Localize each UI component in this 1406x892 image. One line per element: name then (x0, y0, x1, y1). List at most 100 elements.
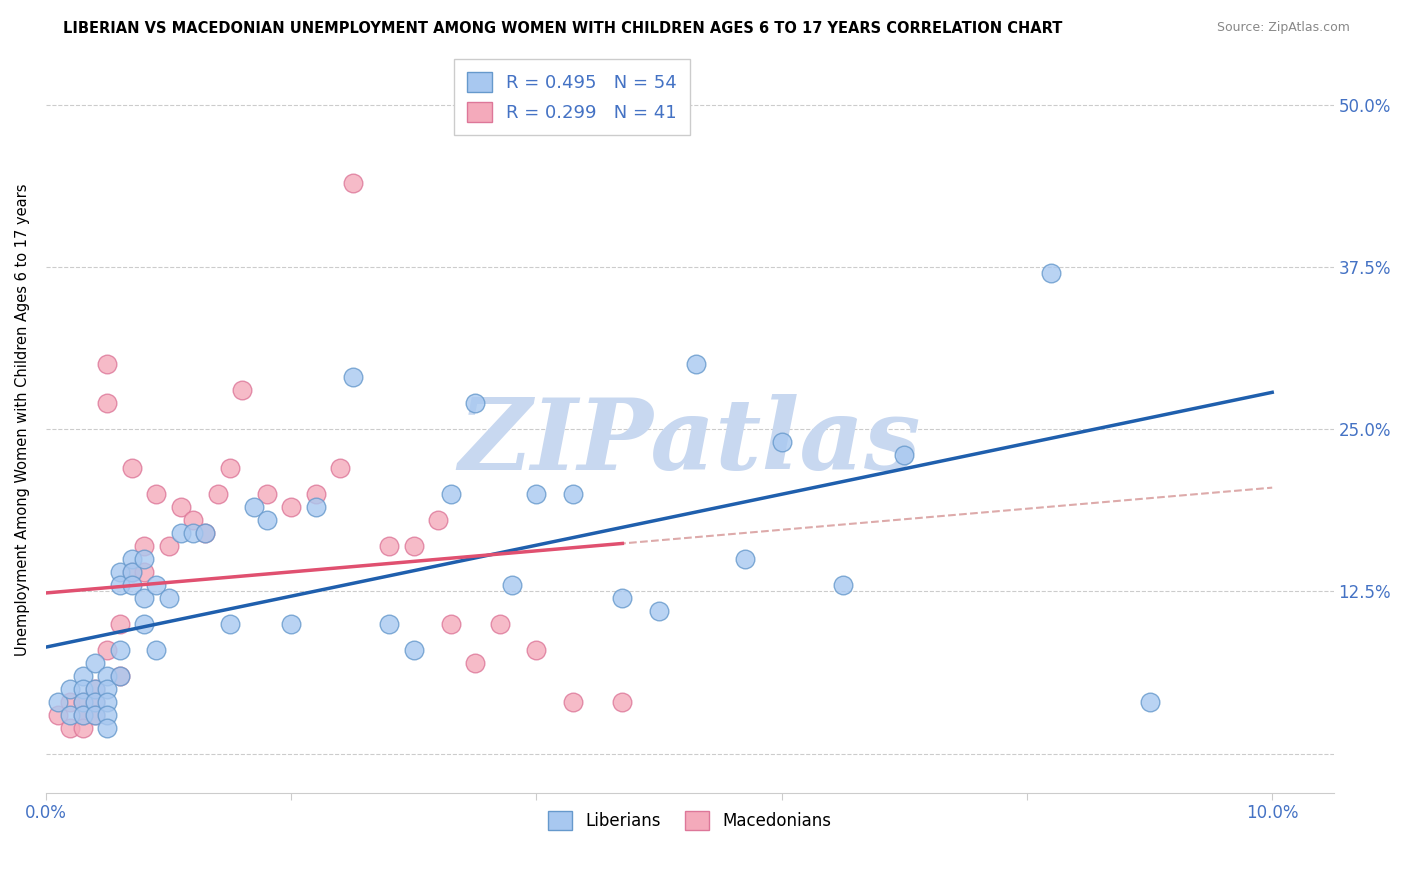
Point (526, 487, 548, 501)
Point (72, 707, 94, 722)
Point (132, 591, 155, 605)
Point (96, 669, 118, 683)
Point (440, 487, 463, 501)
Point (157, 539, 180, 553)
Point (1139, 695, 1161, 709)
Text: LIBERIAN VS MACEDONIAN UNEMPLOYMENT AMONG WOMEN WITH CHILDREN AGES 6 TO 17 YEARS: LIBERIAN VS MACEDONIAN UNEMPLOYMENT AMON… (63, 21, 1063, 36)
Point (562, 487, 585, 501)
Point (96, 643, 118, 657)
Point (72, 707, 94, 722)
Point (108, 578, 131, 592)
Point (832, 578, 855, 592)
Point (132, 565, 155, 579)
Point (72, 695, 94, 709)
Point (181, 513, 204, 527)
Point (132, 552, 155, 566)
Point (562, 695, 585, 709)
Point (181, 526, 204, 541)
Point (464, 396, 486, 410)
Point (132, 539, 155, 553)
Point (329, 461, 352, 475)
Point (84, 656, 107, 670)
Point (305, 487, 328, 501)
Point (378, 539, 401, 553)
Point (108, 565, 131, 579)
Point (84, 681, 107, 696)
Point (427, 513, 450, 527)
Point (96, 681, 118, 696)
Point (96, 357, 118, 371)
Point (402, 539, 425, 553)
Point (59, 695, 82, 709)
Point (121, 578, 143, 592)
Point (342, 176, 364, 190)
Point (194, 526, 217, 541)
Point (145, 487, 167, 501)
Point (770, 435, 793, 450)
Point (207, 487, 229, 501)
Point (488, 616, 510, 631)
Point (121, 565, 143, 579)
Point (648, 604, 671, 618)
Point (402, 643, 425, 657)
Point (501, 578, 523, 592)
Point (145, 578, 167, 592)
Point (84, 681, 107, 696)
Point (59, 707, 82, 722)
Point (170, 526, 193, 541)
Point (1040, 266, 1063, 280)
Point (46, 707, 69, 722)
Point (440, 616, 463, 631)
Point (121, 461, 143, 475)
Point (342, 370, 364, 384)
Point (72, 721, 94, 735)
Point (72, 669, 94, 683)
Point (59, 681, 82, 696)
Point (685, 357, 707, 371)
Point (96, 695, 118, 709)
Point (157, 591, 180, 605)
Point (72, 707, 94, 722)
Point (219, 616, 242, 631)
Point (194, 526, 217, 541)
Point (108, 669, 131, 683)
Point (84, 707, 107, 722)
Point (46, 695, 69, 709)
Point (96, 707, 118, 722)
Y-axis label: Unemployment Among Women with Children Ages 6 to 17 years: Unemployment Among Women with Children A… (15, 183, 30, 656)
Point (256, 513, 278, 527)
Point (170, 500, 193, 514)
Point (84, 707, 107, 722)
Point (378, 616, 401, 631)
Point (145, 643, 167, 657)
Point (121, 565, 143, 579)
Point (280, 500, 302, 514)
Point (84, 695, 107, 709)
Text: ZIPatlas: ZIPatlas (458, 393, 921, 490)
Point (305, 500, 328, 514)
Point (72, 695, 94, 709)
Point (734, 552, 756, 566)
Point (121, 552, 143, 566)
Point (280, 616, 302, 631)
Point (612, 695, 634, 709)
Point (132, 616, 155, 631)
Legend: Liberians, Macedonians: Liberians, Macedonians (541, 804, 838, 837)
Point (108, 643, 131, 657)
Point (893, 448, 915, 462)
Point (243, 500, 266, 514)
Point (72, 681, 94, 696)
Point (526, 643, 548, 657)
Point (612, 591, 634, 605)
Point (464, 656, 486, 670)
Point (219, 461, 242, 475)
Point (108, 616, 131, 631)
Point (84, 695, 107, 709)
Point (231, 383, 253, 397)
Point (256, 487, 278, 501)
Point (108, 669, 131, 683)
Point (59, 721, 82, 735)
Point (96, 721, 118, 735)
Point (96, 396, 118, 410)
Text: Source: ZipAtlas.com: Source: ZipAtlas.com (1216, 21, 1350, 34)
